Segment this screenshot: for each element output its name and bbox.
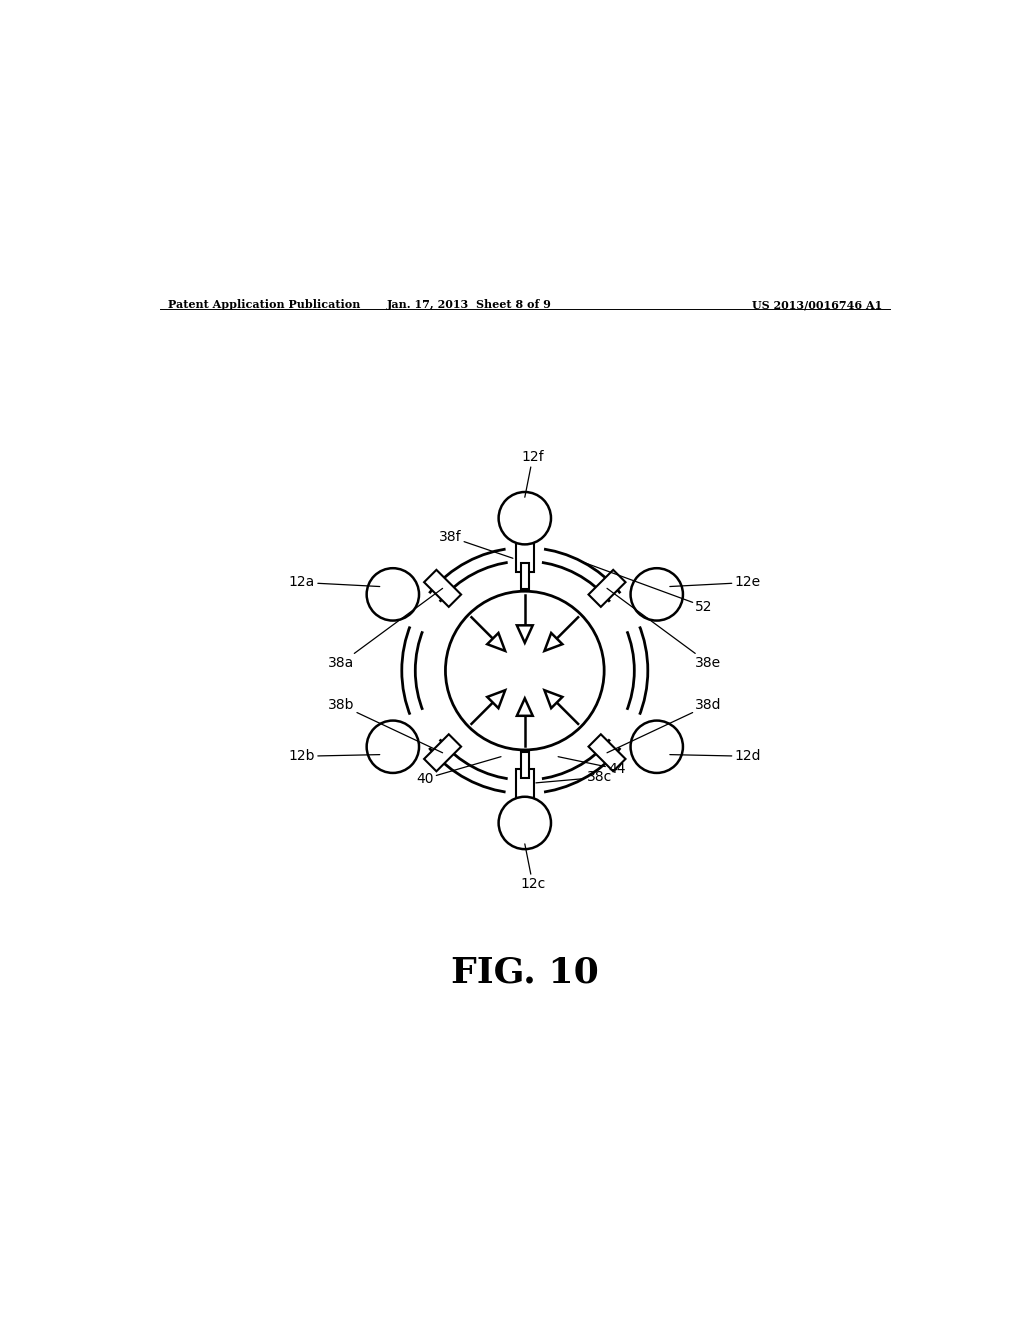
Circle shape [367, 568, 419, 620]
Text: 52: 52 [583, 562, 713, 614]
Polygon shape [402, 708, 445, 752]
Text: 44: 44 [558, 756, 626, 776]
Polygon shape [424, 734, 461, 771]
Polygon shape [589, 570, 626, 607]
Circle shape [499, 797, 551, 849]
Text: 38d: 38d [607, 698, 722, 752]
Polygon shape [487, 634, 505, 651]
Text: 12f: 12f [521, 450, 544, 498]
Text: 12b: 12b [289, 750, 380, 763]
Polygon shape [604, 708, 647, 752]
Polygon shape [589, 734, 626, 771]
Polygon shape [545, 690, 562, 708]
Text: 40: 40 [416, 756, 501, 785]
Polygon shape [504, 771, 546, 801]
Polygon shape [521, 752, 528, 777]
Circle shape [631, 568, 683, 620]
Text: 12e: 12e [670, 576, 761, 590]
Text: 38b: 38b [328, 698, 442, 752]
Text: 12d: 12d [670, 750, 761, 763]
Text: FIG. 10: FIG. 10 [451, 956, 599, 989]
Polygon shape [545, 634, 562, 651]
Polygon shape [517, 698, 532, 715]
Polygon shape [402, 589, 445, 634]
Text: 12c: 12c [520, 843, 546, 891]
Text: US 2013/0016746 A1: US 2013/0016746 A1 [752, 300, 882, 310]
Text: 38a: 38a [328, 589, 442, 671]
Circle shape [367, 721, 419, 774]
Polygon shape [504, 540, 546, 570]
Polygon shape [604, 589, 647, 634]
Text: Jan. 17, 2013  Sheet 8 of 9: Jan. 17, 2013 Sheet 8 of 9 [387, 300, 552, 310]
Polygon shape [487, 690, 505, 708]
Polygon shape [521, 564, 528, 589]
Text: 38e: 38e [607, 589, 722, 671]
Polygon shape [516, 537, 534, 572]
Text: Patent Application Publication: Patent Application Publication [168, 300, 360, 310]
Polygon shape [516, 770, 534, 804]
Polygon shape [424, 570, 461, 607]
Text: 38f: 38f [438, 529, 513, 558]
Circle shape [499, 492, 551, 544]
Text: 38c: 38c [536, 771, 612, 784]
Polygon shape [517, 626, 532, 643]
Circle shape [631, 721, 683, 774]
Text: 12a: 12a [289, 576, 380, 590]
